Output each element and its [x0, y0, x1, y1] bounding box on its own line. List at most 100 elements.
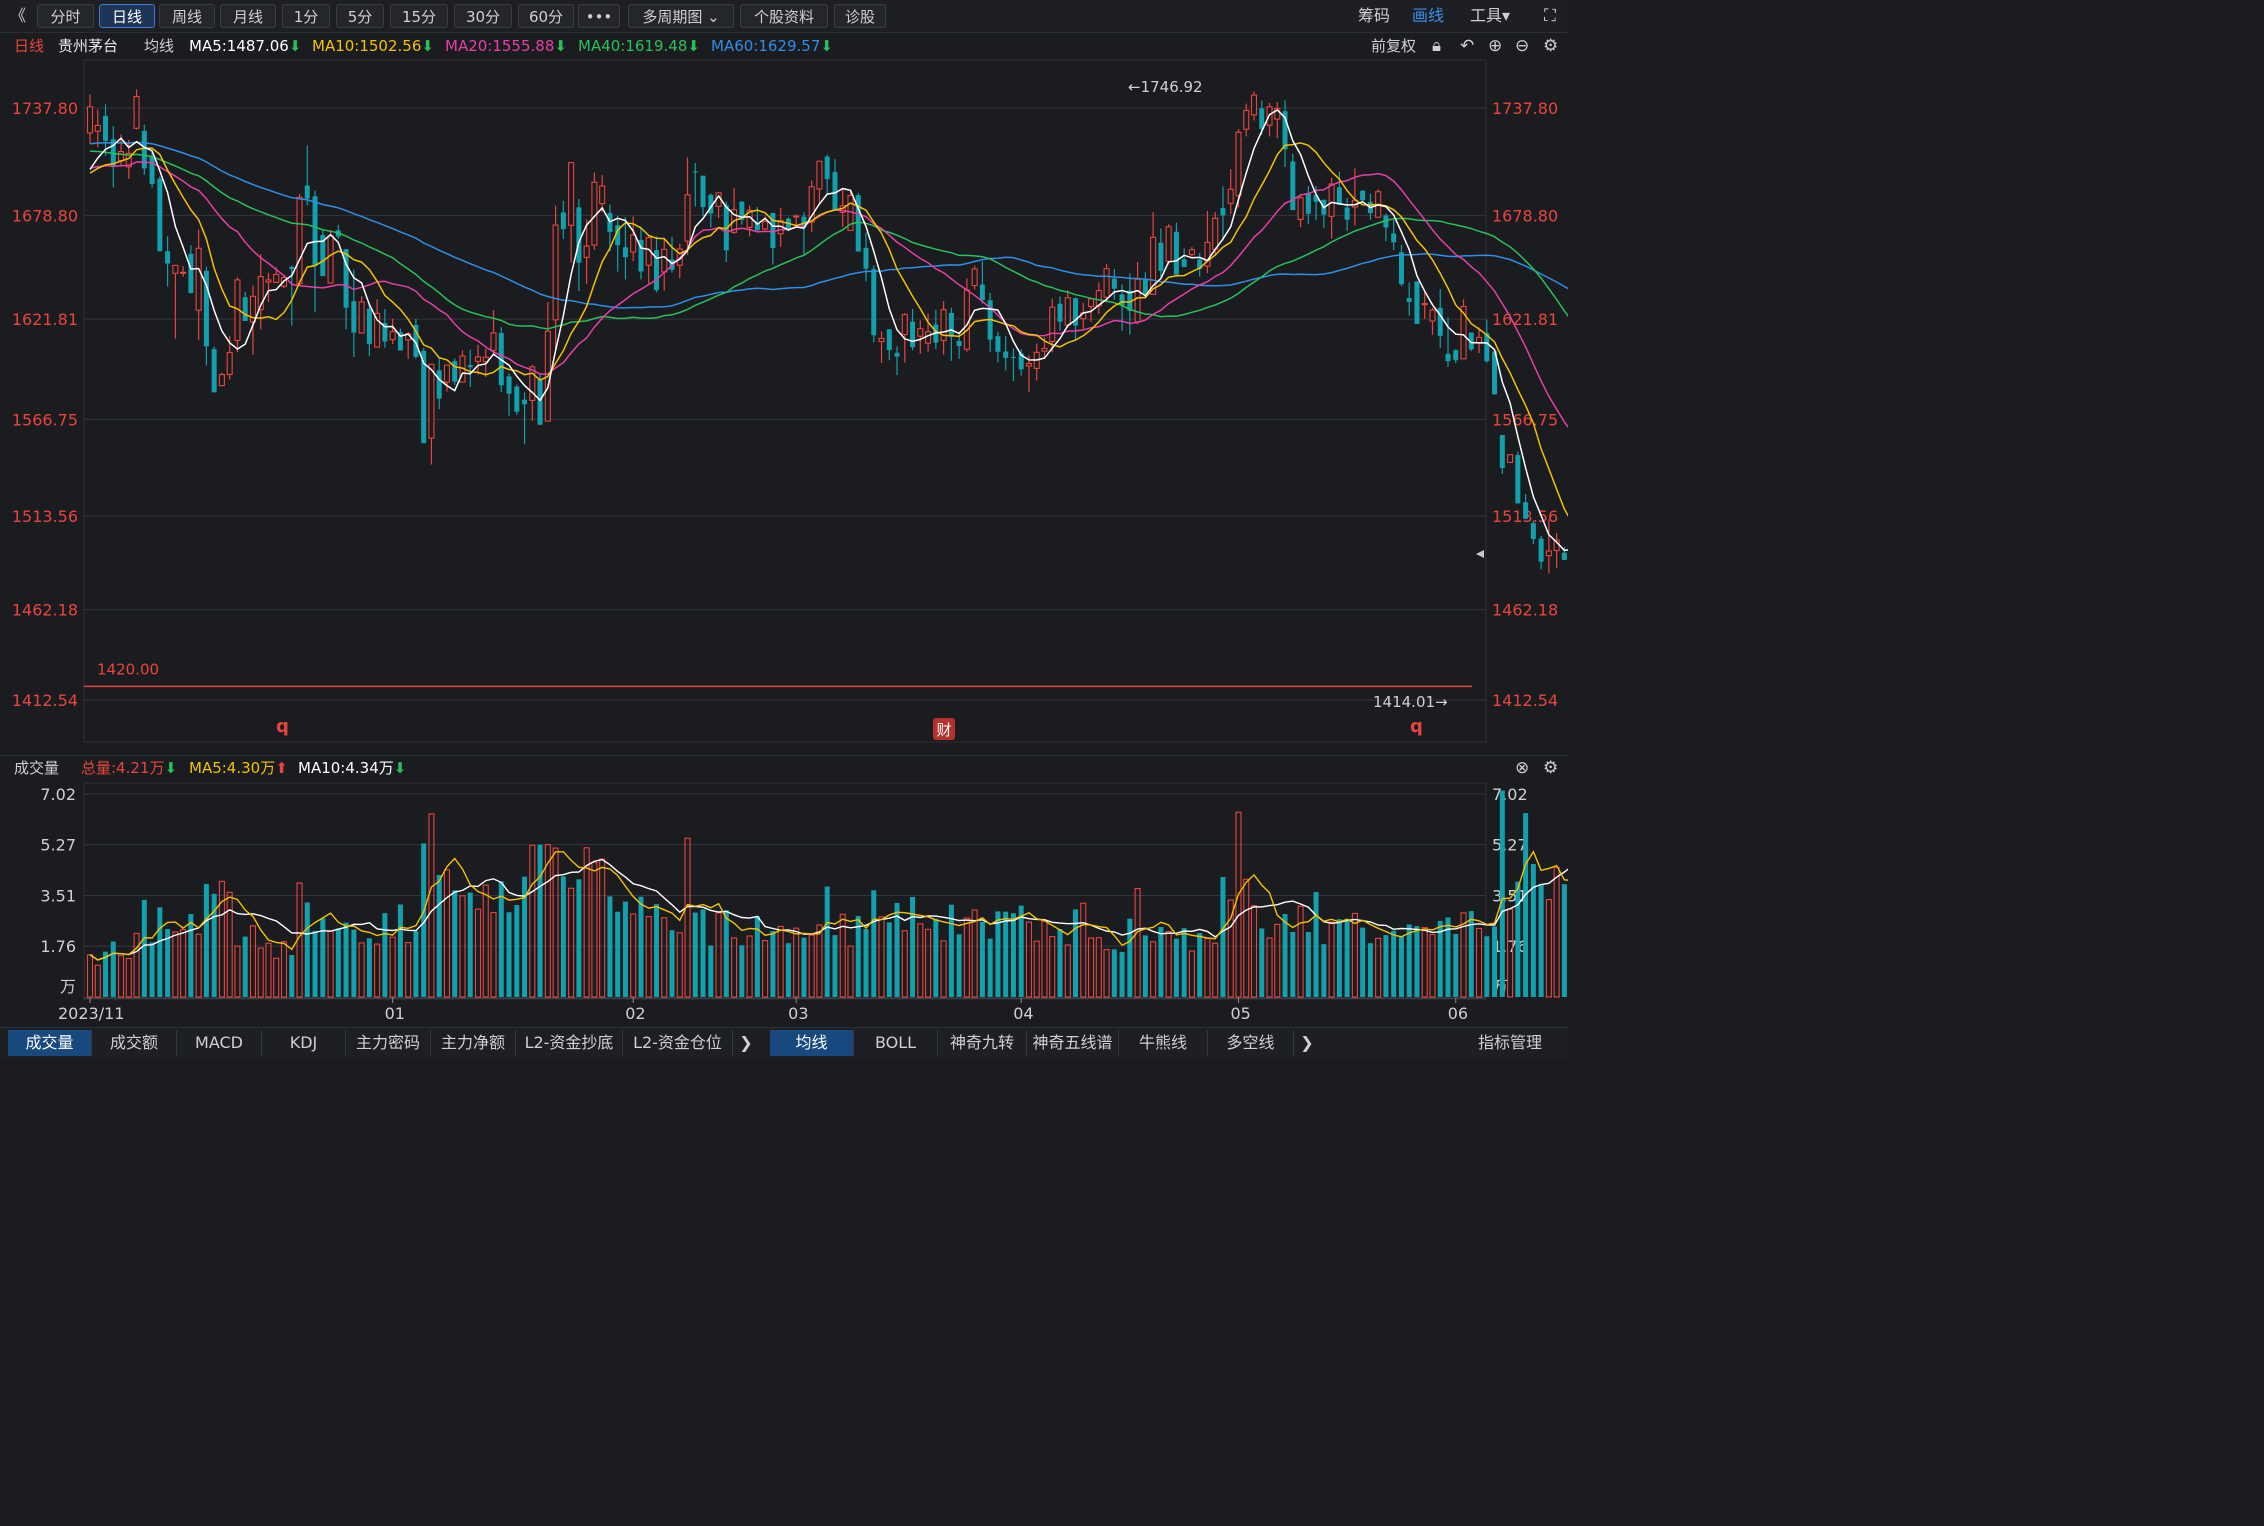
period-tab-11[interactable]: 个股资料 — [740, 4, 828, 28]
volume-bar — [1212, 942, 1219, 998]
next-arrow-icon-2[interactable]: ❯ — [1300, 1033, 1314, 1052]
indicator-manage-button[interactable]: 指标管理 — [1477, 1033, 1542, 1052]
next-arrow-icon[interactable]: ❯ — [739, 1033, 753, 1052]
period-tab-10[interactable]: 多周期图 ⌄ — [628, 4, 734, 28]
volume-bar — [265, 942, 272, 998]
period-tab-2[interactable]: 周线 — [159, 4, 215, 28]
overlay-tab-4[interactable]: 牛熊线 — [1119, 1030, 1208, 1056]
candle-body — [312, 196, 318, 266]
overlay-tab-2[interactable]: 神奇九转 — [938, 1030, 1027, 1056]
candle-body — [327, 235, 334, 284]
indicator-tab-0[interactable]: 成交量 — [8, 1030, 92, 1056]
x-axis-label: 04 — [1013, 1004, 1033, 1023]
volume-bar — [257, 947, 264, 998]
price-adjust-button[interactable]: 前复权 — [1371, 37, 1417, 55]
volume-bar — [405, 942, 412, 998]
volume-bar — [995, 911, 1001, 997]
period-tab-3[interactable]: 月线 — [220, 4, 276, 28]
indicator-tab-5[interactable]: 主力净额 — [431, 1030, 516, 1056]
zoom-in-icon[interactable]: ⊕ — [1488, 36, 1503, 56]
price-tick-left: 1566.75 — [12, 410, 78, 429]
period-tab-0[interactable]: 分时 — [37, 4, 94, 28]
candle-body — [940, 309, 947, 342]
volume-bar — [1305, 931, 1311, 997]
volume-total: 总量:4.21万⬇ — [81, 759, 178, 777]
volume-bar — [669, 930, 675, 997]
period-tab-12[interactable]: 诊股 — [834, 4, 886, 28]
period-tab-9[interactable]: ••• — [578, 4, 620, 28]
x-axis-label: 03 — [788, 1004, 808, 1023]
back-button[interactable]: 《 — [10, 6, 27, 25]
volume-settings-gear-icon[interactable]: ⚙ — [1543, 758, 1559, 778]
tools-menu-button[interactable]: 工具▾ — [1470, 6, 1511, 25]
candle-body — [1429, 309, 1436, 322]
volume-bar — [1492, 926, 1498, 997]
period-tab-1[interactable]: 日线 — [99, 4, 155, 28]
candle-body — [537, 379, 543, 425]
volume-bar — [474, 908, 482, 998]
volume-bar — [1025, 921, 1033, 998]
period-tab-7[interactable]: 30分 — [454, 4, 512, 28]
indicator-tab-1[interactable]: 成交额 — [92, 1030, 177, 1056]
lock-icon[interactable]: 🔒︎ — [1432, 36, 1442, 56]
candle-body — [622, 247, 628, 258]
candle-body — [289, 266, 295, 270]
candle-body — [265, 279, 272, 283]
stock-name[interactable]: 贵州茅台 — [58, 37, 119, 55]
overlay-tab-0[interactable]: 均线 — [770, 1030, 854, 1056]
kline-chart[interactable]: 1737.80 1737.80 1678.80 1678.80 1621.81 1621.… — [0, 0, 1568, 1057]
draw-line-button[interactable]: 画线 — [1412, 6, 1445, 25]
chip-distribution-button[interactable]: 筹码 — [1358, 6, 1391, 25]
indicator-tab-2[interactable]: MACD — [177, 1030, 262, 1056]
candle-body — [1475, 336, 1483, 344]
volume-bar — [832, 935, 838, 997]
settings-gear-icon[interactable]: ⚙ — [1543, 36, 1559, 56]
candle-body — [351, 301, 357, 333]
period-tab-5[interactable]: 5分 — [336, 4, 384, 28]
candle-body — [94, 124, 101, 132]
volume-bar — [661, 917, 668, 998]
candle-body — [413, 325, 419, 357]
candle-body — [374, 312, 381, 348]
volume-bar — [1499, 790, 1505, 997]
overlay-tab-1[interactable]: BOLL — [854, 1030, 938, 1056]
volume-bar — [522, 876, 528, 997]
candle-body — [522, 399, 528, 405]
period-tab-6[interactable]: 15分 — [390, 4, 448, 28]
volume-bar — [1111, 949, 1117, 997]
candle-body — [1445, 353, 1451, 362]
volume-label[interactable]: 成交量 — [14, 759, 60, 777]
overlay-tab-3[interactable]: 神奇五线谱 — [1027, 1030, 1119, 1056]
volume-bar — [1445, 917, 1451, 997]
candle-body — [832, 172, 838, 211]
period-tab-4[interactable]: 1分 — [282, 4, 330, 28]
period-tab-8[interactable]: 60分 — [518, 4, 574, 28]
volume-bar — [1250, 905, 1258, 998]
volume-bar — [443, 869, 451, 998]
indicator-tab-3[interactable]: KDJ — [262, 1030, 346, 1056]
overlay-tab-5[interactable]: 多空线 — [1208, 1030, 1294, 1056]
candle-body — [165, 251, 171, 264]
x-axis-label: 01 — [385, 1004, 405, 1023]
indicator-tab-7[interactable]: L2-资金仓位 — [623, 1030, 733, 1056]
volume-bar — [552, 847, 559, 998]
volume-tick-left: 1.76 — [40, 937, 76, 956]
ma-label[interactable]: 均线 — [144, 37, 175, 55]
volume-bar — [839, 913, 846, 998]
volume-bar — [708, 945, 714, 997]
candle-body — [343, 249, 349, 308]
volume-info-line: 成交量 总量:4.21万⬇ MA5:4.30万⬆ MA10:4.34万⬇ ⊗ ⚙ — [0, 755, 1568, 780]
zoom-out-icon[interactable]: ⊖ — [1515, 36, 1530, 56]
fullscreen-icon[interactable]: ⛶ — [1544, 6, 1556, 26]
indicator-tab-6[interactable]: L2-资金抄底 — [516, 1030, 623, 1056]
candle-body — [125, 152, 132, 168]
indicator-tab-4[interactable]: 主力密码 — [346, 1030, 431, 1056]
volume-bar — [1429, 933, 1436, 998]
volume-bar — [1515, 881, 1521, 997]
close-icon[interactable]: ⊗ — [1515, 758, 1530, 778]
candle-body — [1437, 307, 1443, 336]
volume-bar — [304, 902, 310, 997]
candle-body — [1227, 188, 1234, 204]
undo-icon[interactable]: ↶ — [1460, 36, 1475, 56]
volume-bar — [956, 934, 962, 997]
